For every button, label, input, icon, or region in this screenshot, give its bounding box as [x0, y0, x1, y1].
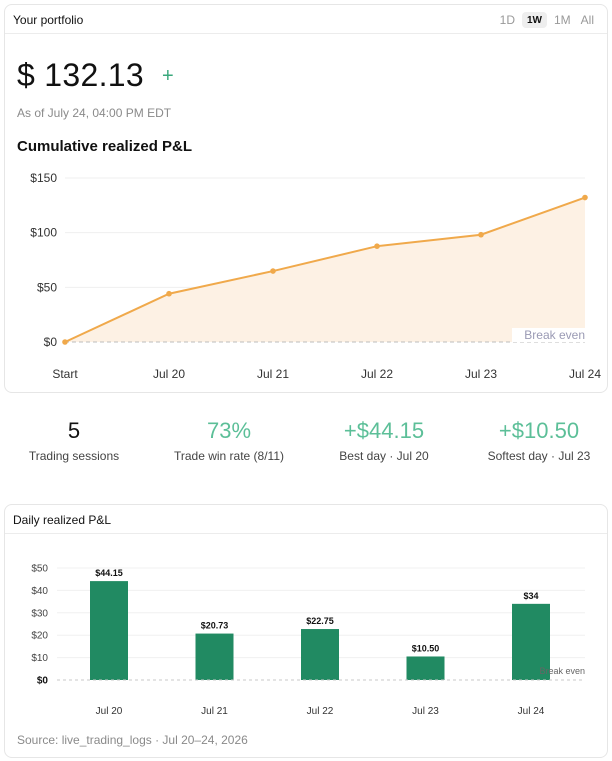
plus-icon[interactable]: + [161, 65, 174, 87]
data-point [270, 268, 276, 274]
y-tick-label: $150 [30, 171, 57, 185]
y-tick-label: $0 [37, 676, 49, 687]
x-tick-label: Jul 22 [307, 706, 334, 717]
stat-label: Trading sessions [28, 449, 120, 463]
break-even-label: Break even [524, 328, 585, 342]
x-tick-label: Jul 23 [465, 367, 497, 381]
x-tick-label: Jul 24 [518, 706, 545, 717]
stat-value: 5 [67, 418, 81, 443]
bar [301, 629, 339, 680]
stat-value: 73% [206, 418, 252, 443]
y-tick-label: $20 [31, 631, 48, 642]
data-point [374, 243, 380, 249]
y-tick-label: $10 [31, 653, 48, 664]
data-point [166, 290, 172, 297]
daily-title: Daily realized P&L [13, 513, 112, 527]
stat-label: Best day · Jul 20 [339, 449, 429, 463]
bar [90, 581, 128, 680]
x-tick-label: Jul 21 [201, 706, 228, 717]
stats-row: 5 Trading sessions 73% Trade win rate (8… [0, 416, 612, 482]
daily-pnl-chart: $0 $10 $20 $30 $40 $50 $44.15 Jul 20 $20.73 Jul 2… [31, 564, 585, 717]
bar [406, 656, 445, 680]
range-tab-1w[interactable]: 1W [521, 12, 547, 28]
bar-value-label: $44.15 [95, 568, 123, 578]
y-tick-label: $50 [31, 564, 48, 575]
bar-value-label: $22.75 [306, 616, 334, 626]
stat-value: +$44.15 [343, 418, 425, 443]
stat-best-day: +$44.15 Best day · Jul 20 [324, 416, 444, 463]
range-tab-1m[interactable]: 1M [553, 13, 571, 27]
range-tab-1d[interactable]: 1D [499, 13, 515, 27]
stat-label: Softest day · Jul 23 [487, 449, 591, 463]
x-tick-label: Jul 21 [257, 367, 289, 381]
break-even-label: Break even [539, 666, 585, 676]
cumulative-chart-title: Cumulative realized P&L [17, 138, 193, 155]
daily-header: Daily realized P&L [5, 505, 607, 534]
daily-pnl-card: Daily realized P&L $0 $10 $20 $30 $40 $50 $44.… [4, 504, 608, 758]
y-tick-label: $0 [44, 335, 58, 349]
x-tick-label: Jul 20 [96, 706, 123, 717]
portfolio-value-row: $ 132.13 + [17, 57, 174, 94]
stat-trading-sessions: 5 Trading sessions [14, 416, 134, 463]
data-point [582, 194, 588, 201]
x-tick-label: Jul 24 [569, 367, 601, 381]
x-tick-label: Jul 20 [153, 367, 185, 381]
data-point [62, 339, 68, 345]
bar [512, 603, 550, 680]
range-tabs: 1D 1W 1M All [495, 12, 599, 28]
cumulative-pnl-chart: $0 $50 $100 $150 Break even Start Jul 20 Jul 21… [30, 171, 601, 381]
y-tick-label: $40 [31, 586, 48, 597]
portfolio-header: Your portfolio 1D 1W 1M All [5, 5, 607, 34]
source-note: Source: live_trading_logs · Jul 20–24, 2… [17, 733, 248, 747]
as-of-timestamp: As of July 24, 04:00 PM EDT [17, 106, 172, 120]
portfolio-value: $ 132.13 [17, 57, 144, 93]
y-tick-label: $100 [30, 226, 57, 240]
bar-value-label: $10.50 [412, 643, 440, 653]
portfolio-card: Your portfolio 1D 1W 1M All $ 132.13 + A… [4, 4, 608, 393]
break-even-label-bg [512, 328, 585, 342]
x-tick-label: Start [52, 367, 78, 381]
bar-value-label: $20.73 [201, 621, 229, 631]
bar-value-label: $34 [523, 591, 538, 601]
stat-value: +$10.50 [498, 418, 580, 443]
stat-softest-day: +$10.50 Softest day · Jul 23 [474, 416, 604, 463]
y-tick-label: $50 [37, 280, 57, 294]
area-fill [65, 197, 585, 342]
x-tick-label: Jul 22 [361, 367, 393, 381]
y-tick-label: $30 [31, 608, 48, 619]
stat-win-rate: 73% Trade win rate (8/11) [164, 416, 294, 463]
portfolio-title: Your portfolio [13, 13, 84, 27]
bar [195, 633, 234, 680]
series-line [64, 196, 586, 343]
data-point [478, 231, 484, 238]
range-tab-all[interactable]: All [580, 13, 594, 27]
stat-label: Trade win rate (8/11) [173, 449, 285, 463]
x-tick-label: Jul 23 [412, 706, 439, 717]
